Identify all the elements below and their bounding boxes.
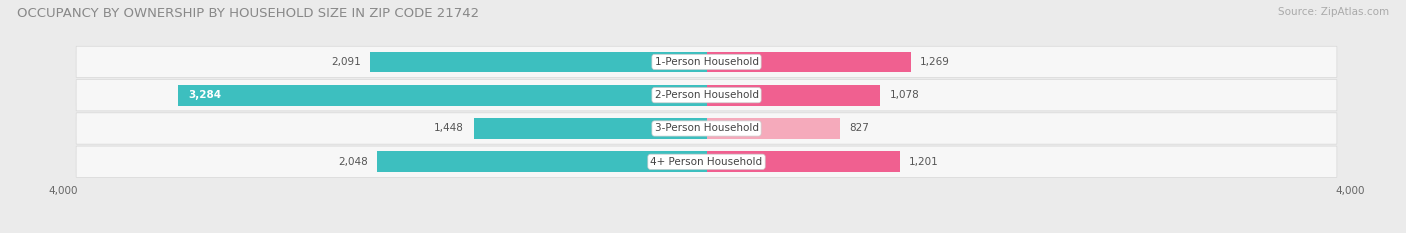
Text: 1,269: 1,269 [921, 57, 950, 67]
Text: 827: 827 [849, 123, 869, 134]
Bar [707, 85, 880, 106]
Bar [179, 85, 707, 106]
Text: 2,091: 2,091 [330, 57, 360, 67]
Bar [707, 151, 900, 172]
Text: 1,078: 1,078 [890, 90, 920, 100]
FancyBboxPatch shape [76, 79, 1337, 111]
Bar [707, 118, 839, 139]
Text: Source: ZipAtlas.com: Source: ZipAtlas.com [1278, 7, 1389, 17]
Text: 3,284: 3,284 [188, 90, 221, 100]
Text: OCCUPANCY BY OWNERSHIP BY HOUSEHOLD SIZE IN ZIP CODE 21742: OCCUPANCY BY OWNERSHIP BY HOUSEHOLD SIZE… [17, 7, 479, 20]
FancyBboxPatch shape [76, 113, 1337, 144]
Text: 1,201: 1,201 [910, 157, 939, 167]
Text: 2,048: 2,048 [337, 157, 367, 167]
FancyBboxPatch shape [76, 146, 1337, 177]
Text: 2-Person Household: 2-Person Household [655, 90, 758, 100]
Text: 1-Person Household: 1-Person Household [655, 57, 758, 67]
Bar [707, 51, 911, 72]
Text: 3-Person Household: 3-Person Household [655, 123, 758, 134]
Text: 4+ Person Household: 4+ Person Household [651, 157, 762, 167]
Bar [474, 118, 707, 139]
Text: 1,448: 1,448 [434, 123, 464, 134]
Bar [377, 151, 707, 172]
Bar [370, 51, 707, 72]
FancyBboxPatch shape [76, 46, 1337, 78]
